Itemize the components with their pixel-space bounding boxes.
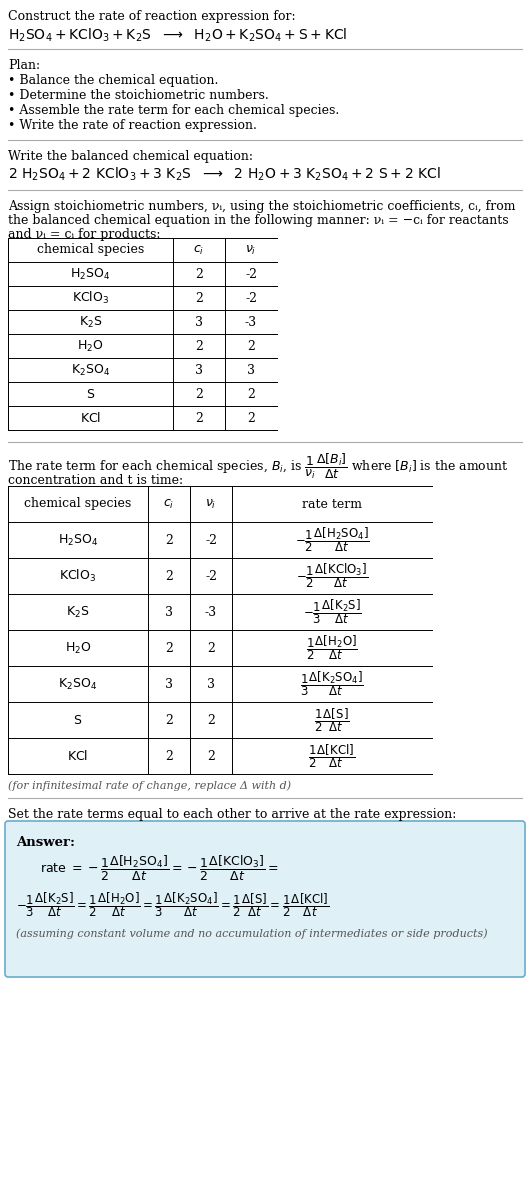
Text: -2: -2 (205, 533, 217, 547)
Text: $\mathrm{H_2O}$: $\mathrm{H_2O}$ (77, 338, 104, 354)
Text: -2: -2 (205, 569, 217, 583)
Text: $\mathrm{KCl}$: $\mathrm{KCl}$ (67, 749, 89, 763)
Text: 2: 2 (165, 750, 173, 762)
Text: (assuming constant volume and no accumulation of intermediates or side products): (assuming constant volume and no accumul… (16, 928, 488, 939)
Text: 2: 2 (195, 291, 203, 305)
Text: $\mathrm{H_2SO_4}$: $\mathrm{H_2SO_4}$ (58, 532, 98, 548)
Text: $\mathrm{H_2SO_4 + KClO_3 + K_2S\ \ \longrightarrow\ \ H_2O + K_2SO_4 + S + KCl}: $\mathrm{H_2SO_4 + KClO_3 + K_2S\ \ \lon… (8, 26, 348, 45)
Text: 3: 3 (247, 364, 255, 377)
Text: 2: 2 (165, 714, 173, 726)
Text: $\dfrac{1}{2}\dfrac{\Delta[\mathrm{H_2O}]}{\Delta t}$: $\dfrac{1}{2}\dfrac{\Delta[\mathrm{H_2O}… (306, 633, 358, 662)
Text: $\mathrm{KCl}$: $\mathrm{KCl}$ (80, 411, 101, 425)
Text: $\mathrm{KClO_3}$: $\mathrm{KClO_3}$ (72, 290, 109, 306)
Text: $\mathrm{K_2SO_4}$: $\mathrm{K_2SO_4}$ (71, 362, 110, 378)
Text: 2: 2 (207, 642, 215, 655)
Text: Set the rate terms equal to each other to arrive at the rate expression:: Set the rate terms equal to each other t… (8, 808, 456, 821)
Text: $\mathrm{KClO_3}$: $\mathrm{KClO_3}$ (59, 568, 96, 584)
Text: 2: 2 (207, 750, 215, 762)
Text: $\mathrm{S}$: $\mathrm{S}$ (86, 388, 95, 401)
Text: -3: -3 (205, 606, 217, 619)
Text: 2: 2 (165, 642, 173, 655)
Text: $\mathrm{K_2S}$: $\mathrm{K_2S}$ (66, 604, 90, 620)
Text: $\mathrm{2\ H_2SO_4 + 2\ KClO_3 + 3\ K_2S\ \ \longrightarrow\ \ 2\ H_2O + 3\ K_2: $\mathrm{2\ H_2SO_4 + 2\ KClO_3 + 3\ K_2… (8, 166, 441, 183)
Text: Plan:: Plan: (8, 59, 40, 72)
Text: chemical species: chemical species (24, 497, 131, 510)
Text: • Assemble the rate term for each chemical species.: • Assemble the rate term for each chemic… (8, 104, 339, 117)
Text: $\mathrm{H_2O}$: $\mathrm{H_2O}$ (65, 641, 91, 655)
Text: $-\dfrac{1}{2}\dfrac{\Delta[\mathrm{H_2SO_4}]}{\Delta t}$: $-\dfrac{1}{2}\dfrac{\Delta[\mathrm{H_2S… (295, 526, 369, 554)
Text: $\nu_i$: $\nu_i$ (205, 497, 217, 510)
Text: Construct the rate of reaction expression for:: Construct the rate of reaction expressio… (8, 10, 296, 23)
Text: 2: 2 (165, 569, 173, 583)
Text: $\mathrm{K_2SO_4}$: $\mathrm{K_2SO_4}$ (58, 677, 98, 691)
Text: 2: 2 (195, 267, 203, 281)
Text: -2: -2 (245, 291, 257, 305)
Text: $-\dfrac{1}{2}\dfrac{\Delta[\mathrm{KClO_3}]}{\Delta t}$: $-\dfrac{1}{2}\dfrac{\Delta[\mathrm{KClO… (296, 561, 368, 590)
Text: • Balance the chemical equation.: • Balance the chemical equation. (8, 73, 218, 87)
Text: Assign stoichiometric numbers, νᵢ, using the stoichiometric coefficients, cᵢ, fr: Assign stoichiometric numbers, νᵢ, using… (8, 200, 516, 213)
FancyBboxPatch shape (5, 821, 525, 976)
Text: Write the balanced chemical equation:: Write the balanced chemical equation: (8, 150, 253, 163)
Text: 3: 3 (195, 364, 203, 377)
Text: $c_i$: $c_i$ (163, 497, 174, 510)
Text: 2: 2 (247, 388, 255, 401)
Text: $-\dfrac{1}{3}\dfrac{\Delta[\mathrm{K_2S}]}{\Delta t}$: $-\dfrac{1}{3}\dfrac{\Delta[\mathrm{K_2S… (303, 597, 361, 626)
Text: $\nu_i$: $\nu_i$ (245, 243, 257, 256)
Text: 3: 3 (165, 678, 173, 691)
Text: $-\dfrac{1}{3}\dfrac{\Delta[\mathrm{K_2S}]}{\Delta t}= \dfrac{1}{2}\dfrac{\Delta: $-\dfrac{1}{3}\dfrac{\Delta[\mathrm{K_2S… (16, 890, 329, 919)
Text: concentration and t is time:: concentration and t is time: (8, 474, 183, 486)
Text: $\mathrm{K_2S}$: $\mathrm{K_2S}$ (79, 314, 102, 330)
Text: 2: 2 (195, 412, 203, 425)
Text: $\dfrac{1}{2}\dfrac{\Delta[\mathrm{KCl}]}{\Delta t}$: $\dfrac{1}{2}\dfrac{\Delta[\mathrm{KCl}]… (308, 742, 356, 769)
Text: $\mathrm{H_2SO_4}$: $\mathrm{H_2SO_4}$ (70, 266, 111, 282)
Text: The rate term for each chemical species, $B_i$, is $\dfrac{1}{\nu_i}\dfrac{\Delt: The rate term for each chemical species,… (8, 452, 509, 482)
Text: 2: 2 (195, 340, 203, 353)
Text: $\mathrm{S}$: $\mathrm{S}$ (73, 714, 83, 726)
Text: 2: 2 (207, 714, 215, 726)
Text: -2: -2 (245, 267, 257, 281)
Text: the balanced chemical equation in the following manner: νᵢ = −cᵢ for reactants: the balanced chemical equation in the fo… (8, 214, 509, 228)
Text: 3: 3 (195, 315, 203, 329)
Text: 3: 3 (207, 678, 215, 691)
Text: 2: 2 (195, 388, 203, 401)
Text: rate $= -\dfrac{1}{2}\dfrac{\Delta[\mathrm{H_2SO_4}]}{\Delta t}= -\dfrac{1}{2}\d: rate $= -\dfrac{1}{2}\dfrac{\Delta[\math… (40, 854, 279, 883)
Text: rate term: rate term (302, 497, 362, 510)
Text: 3: 3 (165, 606, 173, 619)
Text: chemical species: chemical species (37, 243, 144, 256)
Text: 2: 2 (247, 340, 255, 353)
Text: $\dfrac{1}{3}\dfrac{\Delta[\mathrm{K_2SO_4}]}{\Delta t}$: $\dfrac{1}{3}\dfrac{\Delta[\mathrm{K_2SO… (300, 669, 364, 698)
Text: and νᵢ = cᵢ for products:: and νᵢ = cᵢ for products: (8, 228, 161, 241)
Text: -3: -3 (245, 315, 257, 329)
Text: 2: 2 (247, 412, 255, 425)
Text: Answer:: Answer: (16, 836, 75, 849)
Text: $\dfrac{1}{2}\dfrac{\Delta[\mathrm{S}]}{\Delta t}$: $\dfrac{1}{2}\dfrac{\Delta[\mathrm{S}]}{… (314, 707, 350, 734)
Text: 2: 2 (165, 533, 173, 547)
Text: • Determine the stoichiometric numbers.: • Determine the stoichiometric numbers. (8, 89, 269, 102)
Text: • Write the rate of reaction expression.: • Write the rate of reaction expression. (8, 119, 257, 132)
Text: $c_i$: $c_i$ (193, 243, 205, 256)
Text: (for infinitesimal rate of change, replace Δ with d): (for infinitesimal rate of change, repla… (8, 780, 291, 791)
